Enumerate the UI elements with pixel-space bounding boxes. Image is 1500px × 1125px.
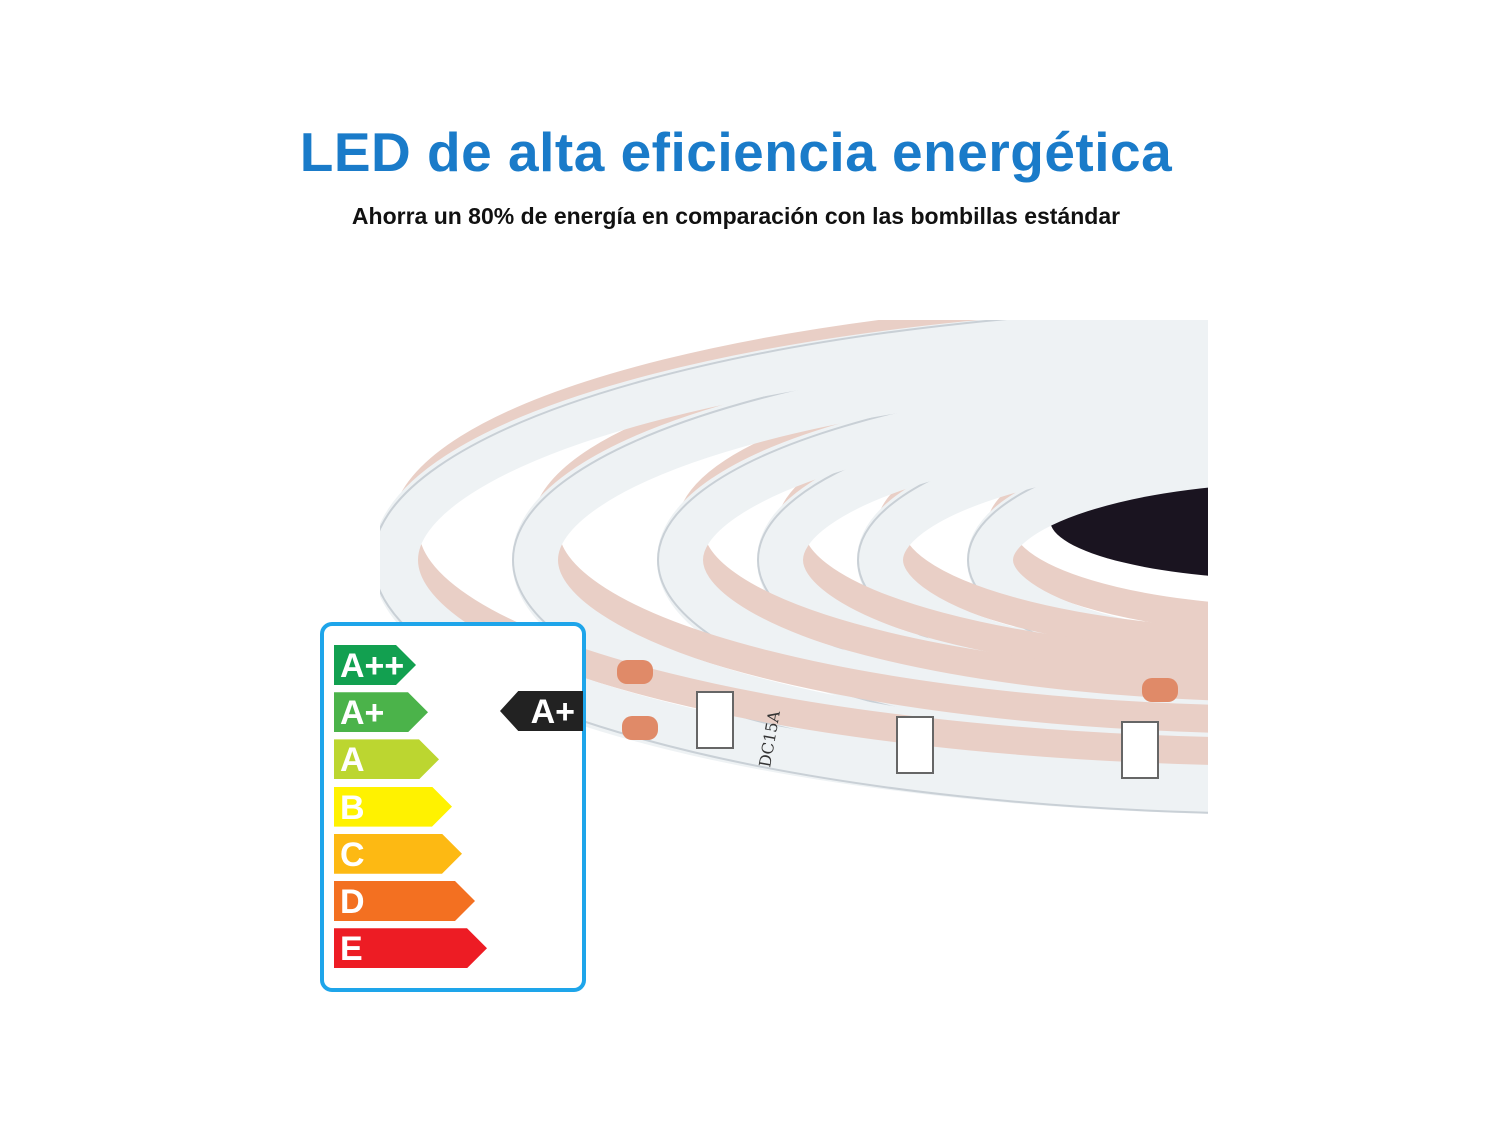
energy-class-a: A [334,739,439,779]
strip-band [657,370,1208,750]
strip-band [857,415,1208,705]
energy-class-aplus: A+ [334,692,428,732]
led-chip [1121,721,1159,779]
led-chip [896,716,934,774]
energy-class-aplusplus: A++ [334,645,416,685]
solder-pad [617,660,653,684]
energy-label: A++ A+ A B C D E A+ [320,622,586,992]
strip-edge [757,393,1208,727]
strip-band [512,338,1208,782]
strip-band [757,393,1208,727]
strip-band [380,320,1208,814]
energy-class-d: D [334,881,475,921]
strip-edge [967,441,1208,679]
solder-pad [1142,678,1178,702]
energy-rating-indicator: A+ [500,691,583,731]
page-subtitle: Ahorra un 80% de energía en comparación … [351,203,1121,229]
strip-edge [512,338,1208,782]
solder-pad [622,716,658,740]
led-chip [696,691,734,749]
page-title: LED de alta eficiencia energética [299,121,1173,183]
strip-edge [657,371,1208,749]
energy-class-c: C [334,834,462,874]
energy-class-e: E [334,928,487,968]
strip-band [967,441,1208,679]
strip-edge [857,416,1208,704]
energy-class-b: B [334,787,452,827]
